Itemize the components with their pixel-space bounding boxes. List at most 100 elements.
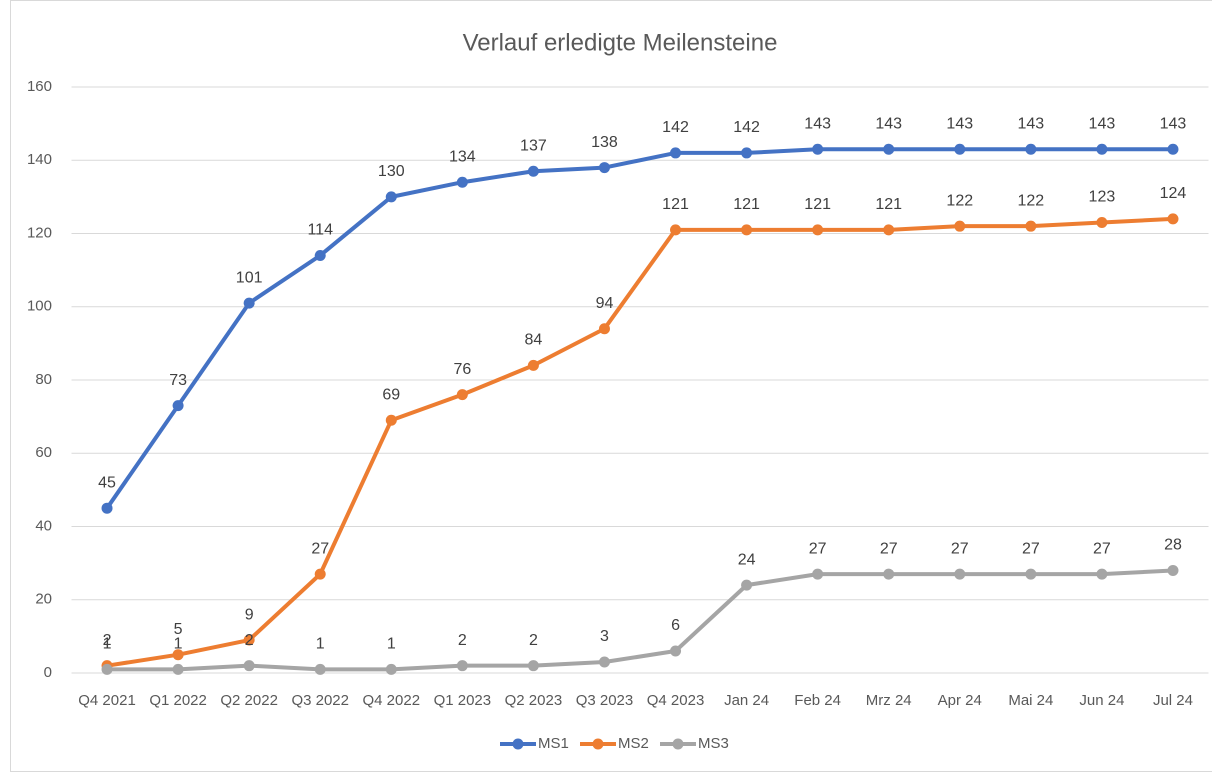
data-point bbox=[101, 502, 113, 514]
data-label: 27 bbox=[880, 540, 898, 557]
data-label: 28 bbox=[1164, 537, 1182, 554]
data-label: 3 bbox=[600, 628, 609, 645]
legend-marker bbox=[592, 738, 604, 750]
data-point bbox=[1096, 568, 1108, 580]
data-label: 130 bbox=[378, 163, 405, 180]
data-label: 138 bbox=[591, 134, 618, 151]
data-label: 2 bbox=[245, 632, 254, 649]
x-tick-label: Q2 2022 bbox=[220, 692, 278, 709]
x-tick-label: Mai 24 bbox=[1008, 692, 1053, 709]
x-tick-label: Q4 2023 bbox=[647, 692, 705, 709]
data-label: 143 bbox=[946, 115, 973, 132]
data-point bbox=[1096, 143, 1108, 155]
data-label: 114 bbox=[307, 222, 333, 239]
data-label: 73 bbox=[169, 372, 187, 389]
data-label: 27 bbox=[1022, 540, 1040, 557]
data-point bbox=[598, 323, 610, 335]
data-label: 143 bbox=[1017, 115, 1044, 132]
data-label: 1 bbox=[174, 636, 183, 653]
data-point bbox=[527, 660, 539, 672]
data-point bbox=[314, 663, 326, 675]
data-point bbox=[670, 224, 682, 236]
data-point bbox=[172, 663, 184, 675]
data-label: 2 bbox=[103, 632, 112, 649]
data-label: 27 bbox=[1093, 540, 1111, 557]
y-tick-label: 60 bbox=[35, 444, 52, 461]
data-label: 69 bbox=[382, 387, 400, 404]
data-point bbox=[527, 359, 539, 371]
data-point bbox=[456, 660, 468, 672]
series-line bbox=[107, 568, 1174, 672]
data-point bbox=[243, 297, 255, 309]
data-label: 27 bbox=[951, 540, 969, 557]
data-label: 24 bbox=[738, 551, 756, 568]
y-tick-label: 40 bbox=[35, 517, 52, 534]
x-tick-label: Q1 2023 bbox=[434, 692, 492, 709]
data-point bbox=[812, 224, 824, 236]
data-point bbox=[385, 663, 397, 675]
x-tick-label: Apr 24 bbox=[938, 692, 982, 709]
legend-label: MS2 bbox=[618, 735, 649, 752]
data-label: 143 bbox=[804, 115, 831, 132]
data-point bbox=[741, 224, 753, 236]
data-label: 84 bbox=[525, 332, 543, 349]
data-point bbox=[456, 176, 468, 188]
data-point bbox=[1167, 143, 1179, 155]
data-point bbox=[812, 568, 824, 580]
x-tick-label: Q4 2021 bbox=[78, 692, 136, 709]
data-point bbox=[598, 162, 610, 174]
data-label: 94 bbox=[596, 295, 614, 312]
data-label: 143 bbox=[875, 115, 902, 132]
data-label: 142 bbox=[733, 119, 760, 136]
data-label: 142 bbox=[662, 119, 689, 136]
data-point bbox=[812, 143, 824, 155]
data-label: 27 bbox=[311, 540, 329, 557]
y-tick-label: 80 bbox=[35, 371, 52, 388]
data-point bbox=[1096, 217, 1108, 229]
data-point bbox=[314, 568, 326, 580]
y-tick-label: 160 bbox=[27, 78, 52, 95]
data-label: 121 bbox=[733, 196, 760, 213]
data-label: 101 bbox=[236, 269, 263, 286]
data-label: 121 bbox=[875, 196, 902, 213]
data-point bbox=[954, 143, 966, 155]
data-point bbox=[456, 389, 468, 401]
data-label: 1 bbox=[316, 636, 325, 653]
data-label: 2 bbox=[458, 632, 467, 649]
series-line bbox=[105, 147, 1173, 510]
x-tick-label: Mrz 24 bbox=[866, 692, 912, 709]
data-point bbox=[670, 147, 682, 159]
data-point bbox=[883, 224, 895, 236]
data-label: 124 bbox=[1160, 185, 1187, 202]
data-point bbox=[1025, 143, 1037, 155]
data-point bbox=[172, 649, 184, 661]
chart-title: Verlauf erledigte Meilensteine bbox=[463, 29, 778, 56]
data-point bbox=[741, 147, 753, 159]
data-label: 143 bbox=[1160, 115, 1187, 132]
x-tick-label: Q3 2023 bbox=[576, 692, 634, 709]
x-tick-label: Q2 2023 bbox=[505, 692, 563, 709]
data-point bbox=[954, 568, 966, 580]
x-tick-label: Jun 24 bbox=[1079, 692, 1124, 709]
data-label: 121 bbox=[662, 196, 689, 213]
data-label: 137 bbox=[520, 137, 547, 154]
x-tick-label: Jan 24 bbox=[724, 692, 769, 709]
y-tick-label: 20 bbox=[35, 591, 52, 608]
data-label: 122 bbox=[1017, 192, 1044, 209]
data-point bbox=[1025, 220, 1037, 232]
data-label: 6 bbox=[671, 617, 680, 634]
data-point bbox=[883, 568, 895, 580]
x-tick-label: Q4 2022 bbox=[363, 692, 421, 709]
data-point bbox=[598, 656, 610, 668]
data-point bbox=[1167, 564, 1179, 576]
data-point bbox=[1167, 213, 1179, 225]
data-label: 121 bbox=[804, 196, 831, 213]
data-label: 134 bbox=[449, 148, 476, 165]
legend-marker bbox=[512, 738, 524, 750]
data-label: 1 bbox=[387, 636, 396, 653]
data-label: 122 bbox=[946, 192, 973, 209]
x-tick-label: Jul 24 bbox=[1153, 692, 1193, 709]
legend-marker bbox=[672, 738, 684, 750]
data-point bbox=[314, 249, 326, 261]
